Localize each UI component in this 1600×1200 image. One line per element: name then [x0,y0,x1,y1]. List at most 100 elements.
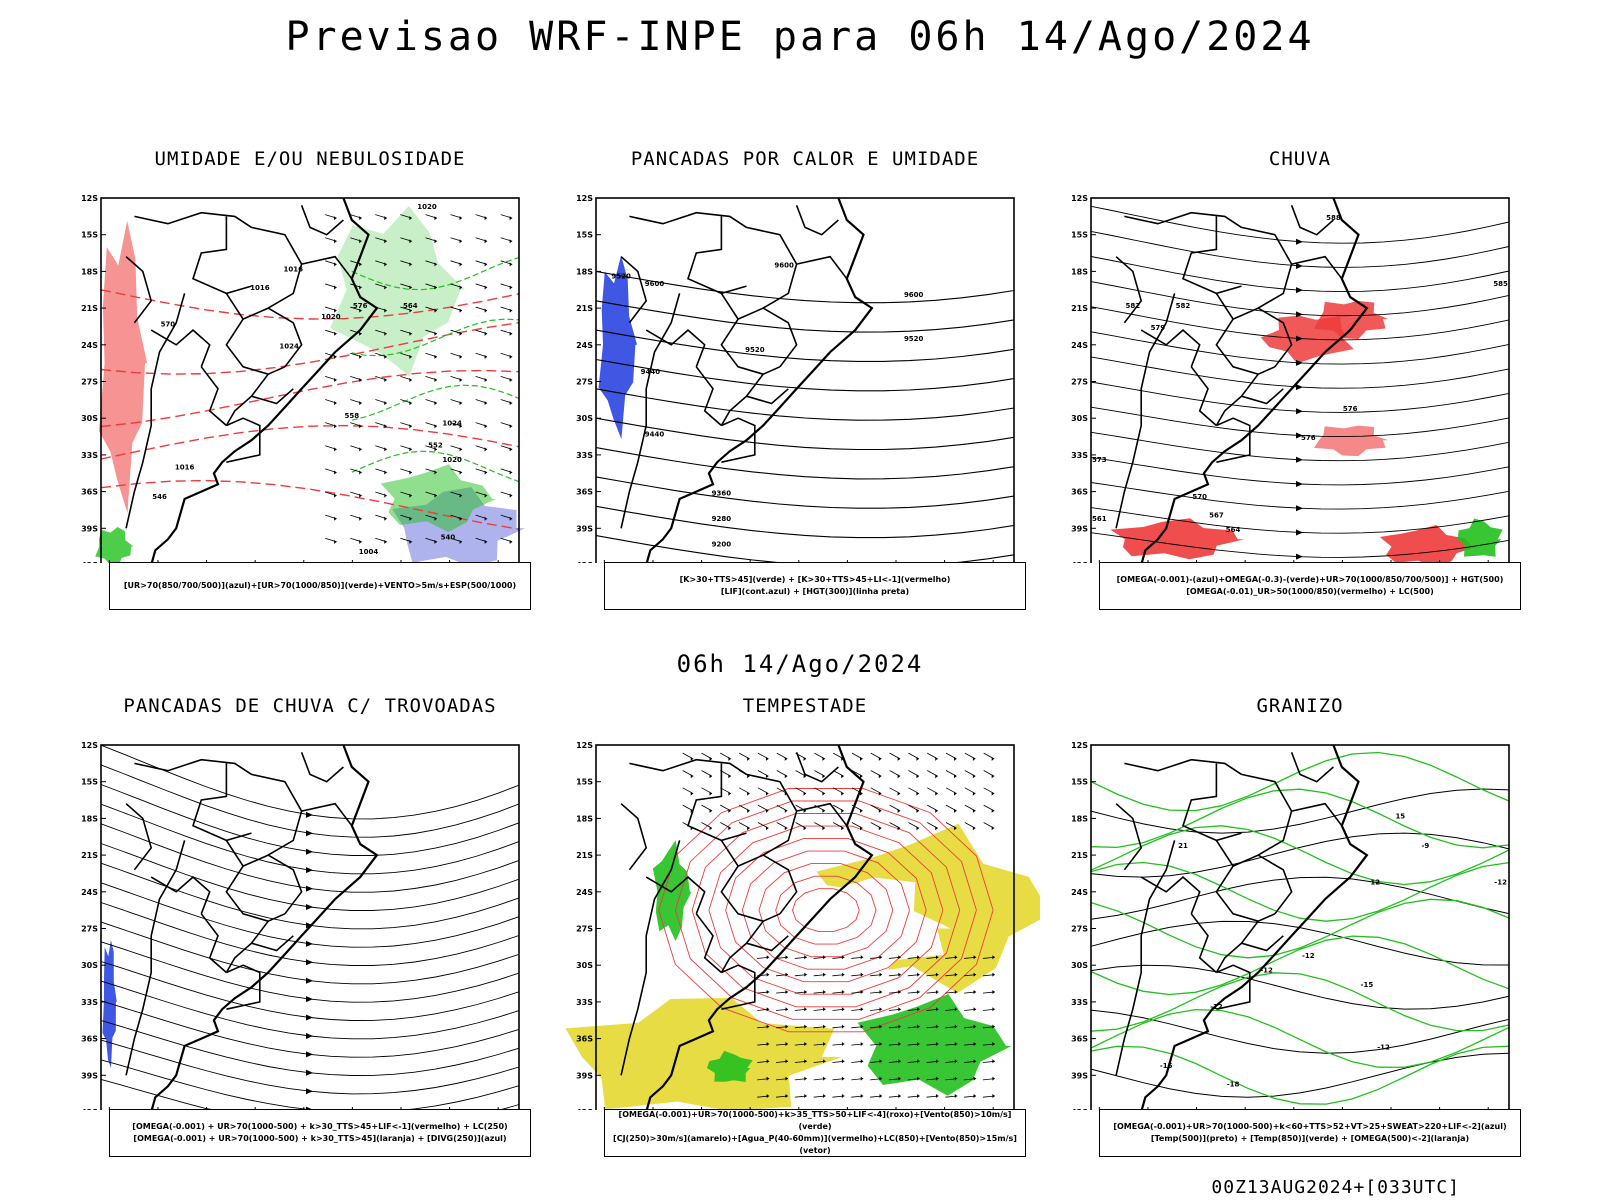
wind-arrowhead [860,1076,864,1081]
country-border [1115,840,1176,1076]
wind-arrowhead [359,285,362,290]
streamline-arrow [306,977,313,984]
wind-arrowhead [841,972,845,977]
panel-title: GRANIZO [1256,695,1344,717]
wind-arrowhead [434,331,437,336]
wind-arrowhead [459,354,463,359]
lat-label: 21S [576,304,593,313]
lat-label: 30S [1071,414,1088,423]
wind-arrowhead [434,493,437,498]
wind-arrowhead [841,1041,845,1046]
wind-arrowhead [459,539,463,544]
temp850-contour [1090,898,1510,959]
wind-arrowhead [935,826,938,831]
legend-line-1: [OMEGA(-0.001)+UR>70(1000-500)+k>35_TTS>… [618,1110,1012,1131]
legend-line-1: [OMEGA(-0.001)-(azul)+OMEGA(-0.3)-(verde… [1116,575,1504,584]
country-border [795,752,839,783]
wind-arrowhead [917,1007,920,1012]
wind-arrowhead [747,791,750,796]
hgt300-contour [595,476,1015,509]
lat-label: 24S [81,341,98,350]
wind-arrowhead [954,1093,958,1098]
wind-arrowhead [728,826,731,831]
wind-arrowhead [765,791,769,796]
country-border [150,876,211,915]
wind-arrowhead [409,401,412,406]
lat-label: 33S [81,451,98,460]
streamline-arrow [306,885,313,892]
wind-arrowhead [384,331,387,336]
country-border [251,226,303,309]
panel-legend: [OMEGA(-0.001)+UR>70(1000-500)+k>35_TTS>… [604,1109,1026,1157]
contour-label: 576 [1343,405,1358,413]
wind-arrowhead [991,756,995,761]
wind-arrowhead [409,239,412,244]
coastline [1140,197,1369,563]
contour-label: 9600 [774,262,794,270]
wind-arrowhead [954,989,958,994]
streamline-arrow [306,811,313,818]
country-border [695,366,722,427]
wind-arrowhead [747,826,750,831]
wind-arrowhead [803,826,807,831]
wind-arrowhead [897,808,901,813]
legend-line-1: [OMEGA(-0.001)+UR>70(1000-500)+k<60+TTS>… [1113,1122,1507,1131]
wind-arrowhead [879,1007,883,1012]
wind-arrowhead [841,1007,845,1012]
legend-line-2: [LIF](cont.azul) + [HGT(300)](linha pret… [720,587,910,596]
wind-arrowhead [785,972,788,977]
streamline-arrow [1296,505,1303,512]
contour-label: 9520 [904,335,924,343]
wind-arrowhead [841,955,845,960]
lat-label: 18S [576,814,593,823]
legend-line-2: [CJ(250)>30m/s](amarelo)+[Agua_P(40-60mm… [613,1134,1017,1155]
lat-label: 18S [1071,267,1088,276]
contour-label: 588 [1326,214,1341,222]
wind-arrowhead [459,377,463,382]
wind-arrowhead [484,401,488,406]
wind-arrowhead [860,989,864,994]
wind-arrowhead [334,285,337,290]
wind-arrowhead [822,774,825,779]
contour-label: 9600 [904,291,924,299]
wind-arrowhead [509,424,513,429]
wind-arrowhead [709,791,713,796]
wind-arrowhead [954,972,958,977]
lat-label: 24S [1071,341,1088,350]
lat-label: 18S [81,267,98,276]
wind-arrowhead [935,972,939,977]
wind-arrowhead [334,470,337,475]
wind-arrowhead [860,955,864,960]
wind-arrowhead [878,791,882,796]
wind-arrowhead [879,1059,883,1064]
country-border [695,913,722,974]
wind-arrowhead [359,401,362,406]
wind-arrowhead [459,401,463,406]
contour-label: 576 [1301,434,1316,442]
wind-arrowhead [409,308,412,313]
lat-label: 24S [576,341,593,350]
lat-label: 39S [576,524,593,533]
lat-label: 27S [81,925,98,934]
lat-label: 27S [576,378,593,387]
wind-arrowhead [954,826,957,831]
wind-arrowhead [434,285,437,290]
wind-arrowhead [334,262,337,267]
lat-label: 27S [576,925,593,934]
coastline [1140,744,1369,1110]
country-border [1190,913,1217,974]
wind-arrowhead [359,424,362,429]
country-border [746,226,798,309]
wind-arrowhead [484,447,488,452]
wind-arrowhead [823,955,826,960]
wind-arrowhead [897,791,901,796]
humidity-contour [351,384,520,421]
wind-arrowhead [509,331,513,336]
wind-arrowhead [935,1041,939,1046]
wind-arrowhead [822,826,825,831]
wind-arrowhead [841,791,844,796]
panel-granizo: GRANIZO -9 -12 -12 -12 -15 -18 12 15 21 -12 -12 -15… [1060,695,1540,1165]
hgt300-contour [595,300,1015,333]
country-border [720,839,798,915]
